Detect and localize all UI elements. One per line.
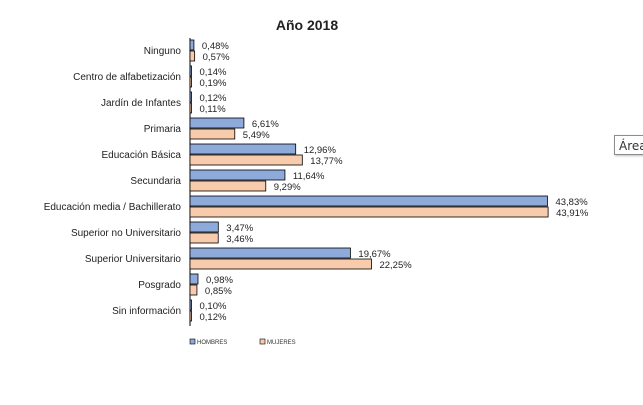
bar-hombres <box>189 39 195 51</box>
legend-label: MUJERES <box>267 340 296 346</box>
data-label: 9,29% <box>274 182 301 193</box>
bar-hombres <box>189 299 192 311</box>
category-label: Superior no Universitario <box>71 228 181 239</box>
data-label: 12,96% <box>304 145 337 156</box>
category-label: Superior Universitario <box>85 254 182 265</box>
bar-mujeres <box>189 50 196 62</box>
category-label: Jardín de Infantes <box>101 98 181 109</box>
legend: HOMBRES MUJERES <box>189 338 296 346</box>
bar-hombres <box>189 169 286 181</box>
data-label: 11,64% <box>293 171 325 182</box>
bar-hombres <box>189 195 548 207</box>
data-label: 5,49% <box>243 130 270 141</box>
legend-swatch-hombres <box>189 338 196 345</box>
data-label: 0,14% <box>200 67 227 78</box>
category-label: Educación Básica <box>102 150 182 161</box>
bar-mujeres <box>189 180 267 192</box>
data-label: 43,91% <box>556 208 589 219</box>
bar-mujeres <box>189 232 219 244</box>
data-label: 0,12% <box>200 312 227 323</box>
data-label: 0,98% <box>206 275 233 286</box>
data-label: 0,85% <box>205 286 232 297</box>
tooltip-area: Área <box>614 135 643 155</box>
data-label: 0,12% <box>200 93 227 104</box>
data-label: 0,57% <box>203 52 230 63</box>
category-label: Centro de alfabetización <box>73 72 181 83</box>
chart-title: Año 2018 <box>276 17 338 33</box>
bar-hombres <box>189 91 192 103</box>
bar-mujeres <box>189 206 549 218</box>
bar-mujeres <box>189 102 192 114</box>
bar-mujeres <box>189 258 372 270</box>
bar-hombres <box>189 273 199 285</box>
legend-label: HOMBRES <box>197 340 227 346</box>
data-label: 19,67% <box>358 249 391 260</box>
category-label: Secundaria <box>130 176 181 187</box>
category-labels: Ninguno Centro de alfabetización Jardín de… <box>44 46 182 317</box>
category-label: Ninguno <box>144 46 182 57</box>
data-label: 6,61% <box>252 119 279 130</box>
value-labels: 0,48%0,57%0,14%0,19%0,12%0,11%6,61%5,49%… <box>200 41 589 323</box>
data-label: 0,11% <box>200 104 227 115</box>
data-label: 43,83% <box>555 197 588 208</box>
data-label: 3,47% <box>226 223 253 234</box>
data-label: 3,46% <box>226 234 253 245</box>
data-label: 22,25% <box>379 260 412 271</box>
bar-hombres <box>189 221 219 233</box>
bar-hombres <box>189 247 351 259</box>
data-label: 0,10% <box>200 301 227 312</box>
bar-mujeres <box>189 128 236 140</box>
category-label: Educación media / Bachillerato <box>44 202 182 213</box>
legend-swatch-mujeres <box>259 338 266 345</box>
category-label: Sin información <box>112 306 181 317</box>
bar-mujeres <box>189 310 192 322</box>
bar-hombres <box>189 117 245 129</box>
bar-hombres <box>189 143 297 155</box>
category-label: Posgrado <box>138 280 181 291</box>
bars <box>189 39 549 322</box>
bar-mujeres <box>189 154 303 166</box>
bar-hombres <box>189 65 192 77</box>
data-label: 13,77% <box>310 156 343 167</box>
bar-mujeres <box>189 76 192 88</box>
bar-mujeres <box>189 284 198 296</box>
data-label: 0,19% <box>200 78 227 89</box>
category-label: Primaria <box>144 124 182 135</box>
data-label: 0,48% <box>202 41 229 52</box>
